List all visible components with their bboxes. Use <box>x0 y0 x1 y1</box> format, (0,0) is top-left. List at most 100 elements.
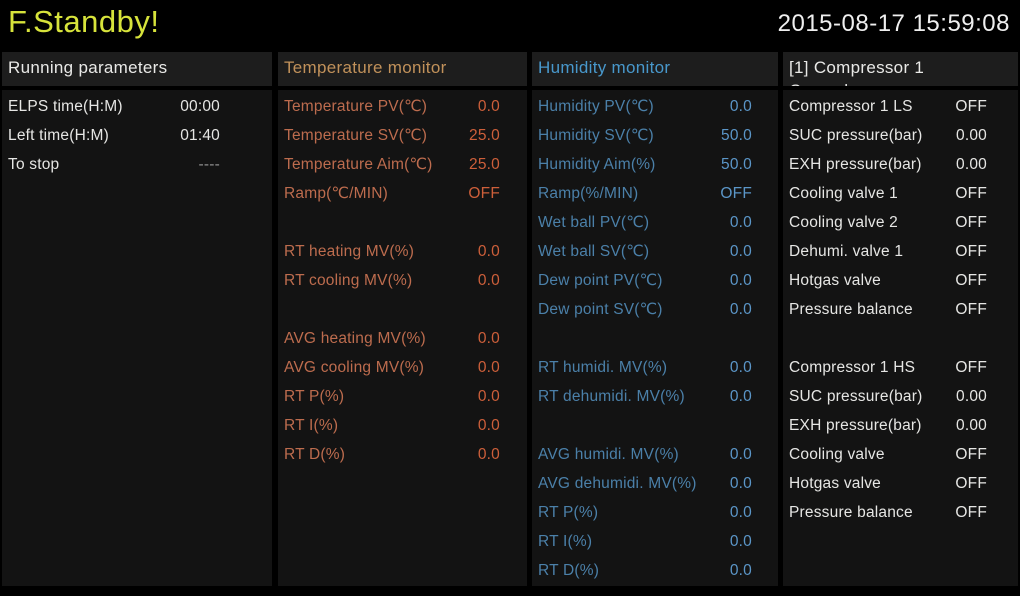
param-label: RT heating MV(%) <box>284 242 415 260</box>
param-value: 0.0 <box>729 213 752 231</box>
param-value: 0.0 <box>729 358 752 376</box>
param-label: Hotgas valve <box>789 474 882 492</box>
machine-status-text: F.Standby! <box>8 4 160 39</box>
param-value: 0.0 <box>729 97 752 115</box>
param-row: RT cooling MV(%) 0.0 <box>278 266 527 295</box>
param-row: RT I(%) 0.0 <box>278 411 527 440</box>
param-value: OFF <box>955 97 987 115</box>
param-row: Humidity SV(℃) 50.0 <box>532 121 778 150</box>
param-label: RT P(%) <box>284 387 345 405</box>
param-label: Wet ball PV(℃) <box>538 214 650 231</box>
param-row: Hotgas valve OFF <box>783 469 1018 498</box>
param-row <box>783 324 1018 353</box>
param-value: OFF <box>955 184 987 202</box>
param-row <box>532 411 778 440</box>
param-row: Ramp(℃/MIN) OFF <box>278 179 527 208</box>
param-value: 0.0 <box>477 97 500 115</box>
param-label: SUC pressure(bar) <box>789 387 923 405</box>
param-label: Temperature SV(℃) <box>284 127 428 144</box>
param-label: RT P(%) <box>538 503 599 521</box>
param-label: Ramp(℃/MIN) <box>284 185 388 202</box>
param-value: OFF <box>955 271 987 289</box>
param-row: ELPS time(H:M) 00:00 <box>2 92 272 121</box>
param-row <box>278 208 527 237</box>
param-row: Wet ball PV(℃) 0.0 <box>532 208 778 237</box>
param-row: RT D(%) 0.0 <box>278 440 527 469</box>
param-label: Ramp(%/MIN) <box>538 184 639 202</box>
param-value: 0.0 <box>477 445 500 463</box>
panel-running-parameters-body: ELPS time(H:M) 00:00 Left time(H:M) 01:40 To… <box>2 90 272 586</box>
panel-running-parameters-title: Running parameters <box>2 52 272 86</box>
param-row: EXH pressure(bar) 0.00 <box>783 150 1018 179</box>
param-value: OFF <box>720 184 752 202</box>
param-row <box>532 324 778 353</box>
param-value: OFF <box>955 445 987 463</box>
param-row: RT heating MV(%) 0.0 <box>278 237 527 266</box>
param-label: Humidity SV(℃) <box>538 127 654 144</box>
param-value: 0.0 <box>477 242 500 260</box>
param-label: RT I(%) <box>538 532 593 550</box>
panel-humidity-monitor-title: Humidity monitor <box>532 52 778 86</box>
panel-running-parameters: Running parameters ELPS time(H:M) 00:00 Le… <box>2 52 272 586</box>
param-value: OFF <box>955 503 987 521</box>
param-label: Dew point SV(℃) <box>538 301 663 318</box>
param-label: RT D(%) <box>284 445 346 463</box>
param-value: 0.0 <box>729 387 752 405</box>
param-value: OFF <box>955 300 987 318</box>
param-row: Left time(H:M) 01:40 <box>2 121 272 150</box>
param-value: 0.0 <box>477 416 500 434</box>
title-bar: F.Standby! 2015-08-17 15:59:08 <box>0 0 1020 52</box>
panel-temperature-monitor: Temperature monitor Temperature PV(℃) 0.0… <box>278 52 527 586</box>
param-value: 0.0 <box>729 271 752 289</box>
param-row: Pressure balance OFF <box>783 295 1018 324</box>
param-row: Cooling valve 1 OFF <box>783 179 1018 208</box>
param-row: RT D(%) 0.0 <box>532 556 778 585</box>
param-row: Pressure balance OFF <box>783 498 1018 527</box>
param-row: AVG dehumidi. MV(%) 0.0 <box>532 469 778 498</box>
param-row: To stop ---- <box>2 150 272 179</box>
param-row: Ramp(%/MIN) OFF <box>532 179 778 208</box>
param-value: 0.0 <box>729 532 752 550</box>
param-value: 0.0 <box>477 329 500 347</box>
param-row: RT P(%) 0.0 <box>532 498 778 527</box>
param-label: Wet ball SV(℃) <box>538 243 650 260</box>
param-value: OFF <box>955 242 987 260</box>
param-row: SUC pressure(bar) 0.00 <box>783 382 1018 411</box>
param-row <box>278 295 527 324</box>
param-row: RT humidi. MV(%) 0.0 <box>532 353 778 382</box>
param-row: Compressor 1 LS OFF <box>783 92 1018 121</box>
param-value: OFF <box>955 358 987 376</box>
panel-temperature-monitor-body: Temperature PV(℃) 0.0 Temperature SV(℃) 25.… <box>278 90 527 586</box>
param-row: Cooling valve OFF <box>783 440 1018 469</box>
param-row: Temperature SV(℃) 25.0 <box>278 121 527 150</box>
param-label: To stop <box>8 155 60 173</box>
param-label: Hotgas valve <box>789 271 882 289</box>
param-value: 25.0 <box>469 126 500 144</box>
param-row: Cooling valve 2 OFF <box>783 208 1018 237</box>
param-row: Humidity PV(℃) 0.0 <box>532 92 778 121</box>
param-value: 0.0 <box>729 242 752 260</box>
param-label: Left time(H:M) <box>8 126 109 144</box>
param-value: 0.0 <box>729 445 752 463</box>
param-row: EXH pressure(bar) 0.00 <box>783 411 1018 440</box>
compressor-page-label: [1] Compressor 1 Cascade <box>789 58 925 86</box>
param-row: AVG heating MV(%) 0.0 <box>278 324 527 353</box>
param-row: Hotgas valve OFF <box>783 266 1018 295</box>
param-row: Dehumi. valve 1 OFF <box>783 237 1018 266</box>
param-row: Dew point SV(℃) 0.0 <box>532 295 778 324</box>
param-row: Humidity Aim(%) 50.0 <box>532 150 778 179</box>
param-value: 0.0 <box>729 503 752 521</box>
panel-compressor-cascade-title[interactable]: [1] Compressor 1 Cascade <box>783 52 1018 86</box>
param-row: RT I(%) 0.0 <box>532 527 778 556</box>
param-row: AVG humidi. MV(%) 0.0 <box>532 440 778 469</box>
param-label: Compressor 1 HS <box>789 358 916 376</box>
param-label: RT humidi. MV(%) <box>538 358 668 376</box>
param-row: Dew point PV(℃) 0.0 <box>532 266 778 295</box>
param-label: Dew point PV(℃) <box>538 272 663 289</box>
param-row: Temperature Aim(℃) 25.0 <box>278 150 527 179</box>
param-label: Temperature Aim(℃) <box>284 156 433 173</box>
panel-humidity-monitor: Humidity monitor Humidity PV(℃) 0.0 Humidi… <box>532 52 778 586</box>
param-value: 0.0 <box>477 387 500 405</box>
param-value: 0.00 <box>956 126 987 144</box>
